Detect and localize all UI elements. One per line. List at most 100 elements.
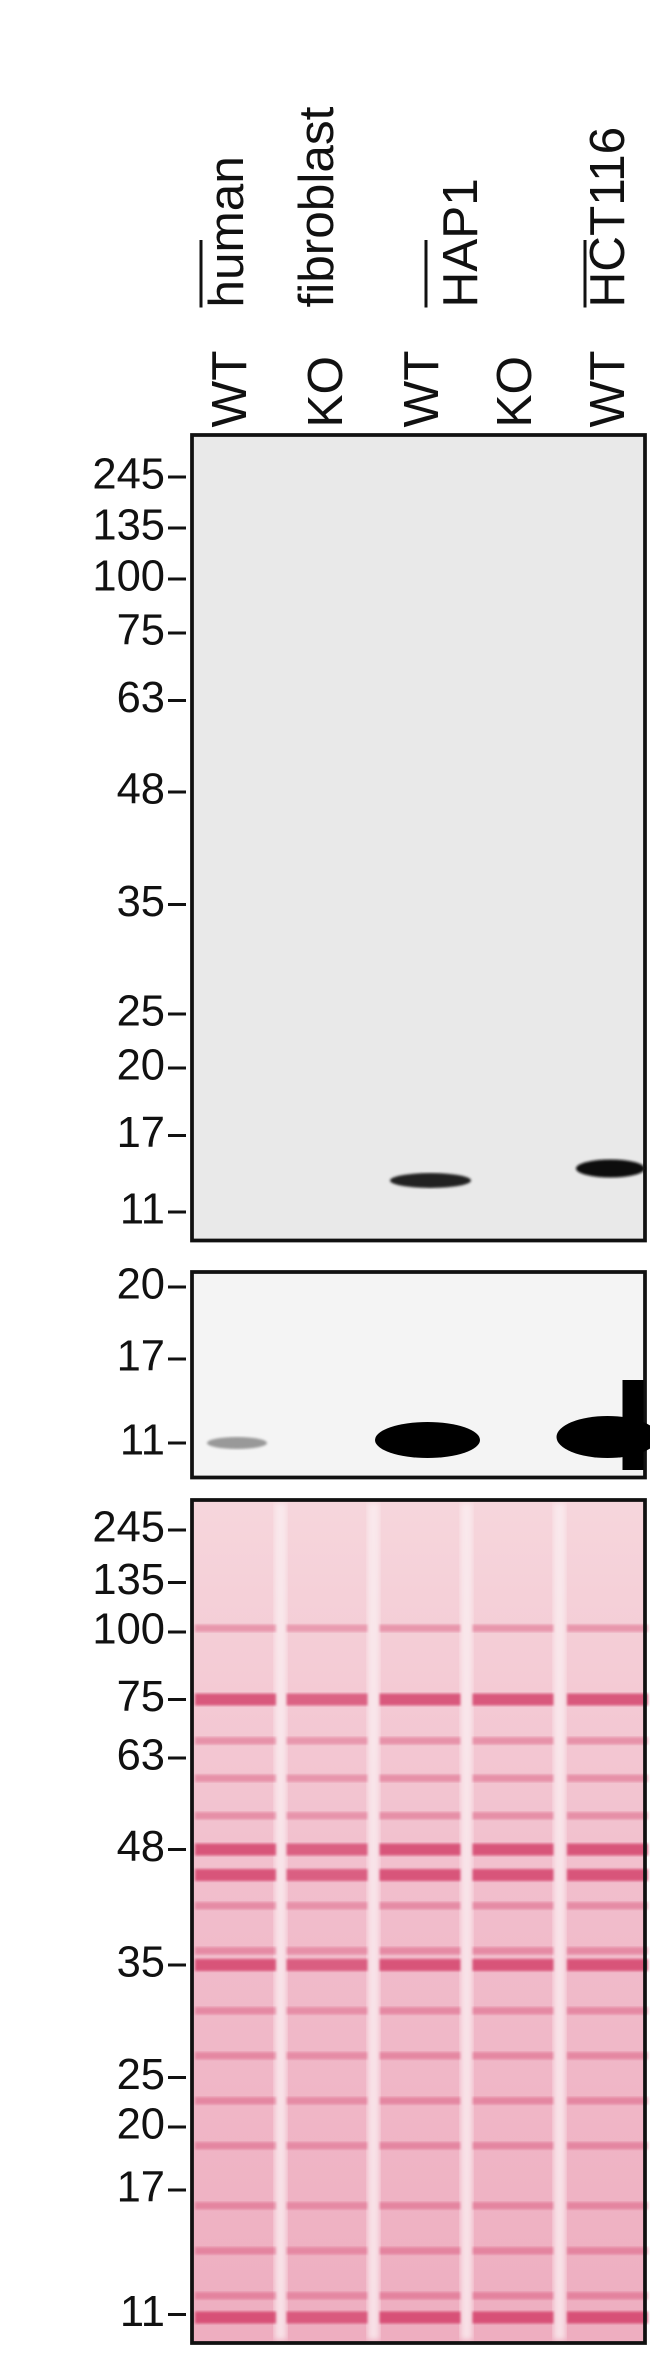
- stain-band: [567, 2052, 648, 2060]
- stain-band: [379, 1869, 461, 1881]
- cell-line-label: fibroblast: [289, 106, 344, 307]
- stain-band: [195, 2052, 276, 2060]
- stain-band: [472, 1902, 554, 1910]
- band: [622, 1380, 644, 1470]
- stain-band: [286, 1774, 368, 1782]
- marker-label: 20: [117, 1260, 165, 1308]
- stain-band: [286, 2007, 368, 2015]
- marker-label: 17: [117, 2163, 165, 2211]
- stain-band: [286, 2097, 368, 2105]
- stain-band: [379, 1693, 461, 1706]
- marker-label: 135: [92, 1556, 165, 1604]
- stain-band: [286, 1869, 368, 1881]
- marker-label: 48: [117, 765, 165, 813]
- stain-band: [286, 1902, 368, 1910]
- marker-label: 245: [92, 450, 165, 498]
- marker-label: 20: [117, 2100, 165, 2148]
- band: [375, 1422, 480, 1458]
- stain-band: [472, 2202, 554, 2210]
- stain-band: [472, 1947, 554, 1955]
- stain-band: [379, 1947, 461, 1955]
- stain-band: [472, 2311, 554, 2324]
- stain-band: [195, 2311, 276, 2324]
- band: [207, 1437, 267, 1449]
- stain-band: [567, 1843, 648, 1856]
- stain-band: [195, 2202, 276, 2210]
- lane-label: WT: [394, 351, 449, 428]
- stain-band: [472, 2007, 554, 2015]
- cell-line-label: human: [199, 156, 254, 307]
- stain-band: [286, 2052, 368, 2060]
- lane-gap: [274, 1503, 287, 2340]
- stain-band: [567, 1774, 648, 1782]
- marker-label: 25: [117, 2051, 165, 2099]
- stain-band: [472, 2142, 554, 2150]
- stain-band: [472, 1693, 554, 1706]
- stain-band: [567, 1947, 648, 1955]
- marker-label: 48: [117, 1823, 165, 1871]
- stain-band: [195, 2292, 276, 2300]
- cell-line-label: HAP1: [433, 178, 488, 307]
- stain-band: [472, 1869, 554, 1881]
- stain-band: [472, 1624, 554, 1632]
- stain-band: [567, 2142, 648, 2150]
- marker-label: 17: [117, 1109, 165, 1157]
- ponceau-stain: [195, 1503, 648, 2340]
- stain-band: [379, 1959, 461, 1971]
- stain-band: [567, 2311, 648, 2324]
- blot-panel: [190, 433, 647, 1243]
- stain-band: [472, 2247, 554, 2255]
- lane-label: WT: [202, 351, 257, 428]
- stain-band: [379, 1843, 461, 1856]
- stain-band: [567, 1902, 648, 1910]
- stain-band: [286, 2247, 368, 2255]
- stain-band: [567, 2097, 648, 2105]
- stain-band: [567, 2007, 648, 2015]
- stain-band: [195, 2097, 276, 2105]
- panel-border: [190, 1498, 647, 2345]
- marker-label: 100: [92, 552, 165, 600]
- stain-band: [195, 1737, 276, 1745]
- stain-band: [286, 1959, 368, 1971]
- stain-band: [472, 1843, 554, 1856]
- stain-band: [286, 1737, 368, 1745]
- stain-band: [472, 2097, 554, 2105]
- stain-band: [195, 1624, 276, 1632]
- stain-band: [567, 2247, 648, 2255]
- stain-band: [472, 1812, 554, 1820]
- stain-band: [286, 2202, 368, 2210]
- stain-band: [195, 2247, 276, 2255]
- stain-band: [195, 1947, 276, 1955]
- stain-band: [286, 1693, 368, 1706]
- stain-band: [195, 1843, 276, 1856]
- stain-band: [567, 1737, 648, 1745]
- stain-band: [286, 1624, 368, 1632]
- stain-band: [567, 2292, 648, 2300]
- stain-band: [567, 2202, 648, 2210]
- stain-band: [286, 1812, 368, 1820]
- stain-band: [379, 1774, 461, 1782]
- marker-label: 63: [117, 674, 165, 722]
- stain-band: [379, 1902, 461, 1910]
- lane-label: WT: [580, 351, 635, 428]
- marker-label: 245: [92, 1503, 165, 1551]
- stain-band: [379, 2292, 461, 2300]
- stain-band: [567, 1959, 648, 1971]
- marker-label: 35: [117, 1938, 165, 1986]
- stain-band: [567, 1869, 648, 1881]
- stain-band: [195, 1959, 276, 1971]
- lane-gap: [553, 1503, 566, 2340]
- marker-label: 11: [120, 2288, 165, 2336]
- stain-band: [195, 1774, 276, 1782]
- stain-band: [286, 1947, 368, 1955]
- marker-label: 17: [117, 1332, 165, 1380]
- lane-gap: [460, 1503, 473, 2340]
- stain-band: [567, 1624, 648, 1632]
- stain-band: [195, 2142, 276, 2150]
- stain-band: [286, 2142, 368, 2150]
- cell-line-label: HCT116: [580, 127, 635, 308]
- stain-band: [286, 2311, 368, 2324]
- marker-label: 25: [117, 987, 165, 1035]
- stain-band: [379, 1812, 461, 1820]
